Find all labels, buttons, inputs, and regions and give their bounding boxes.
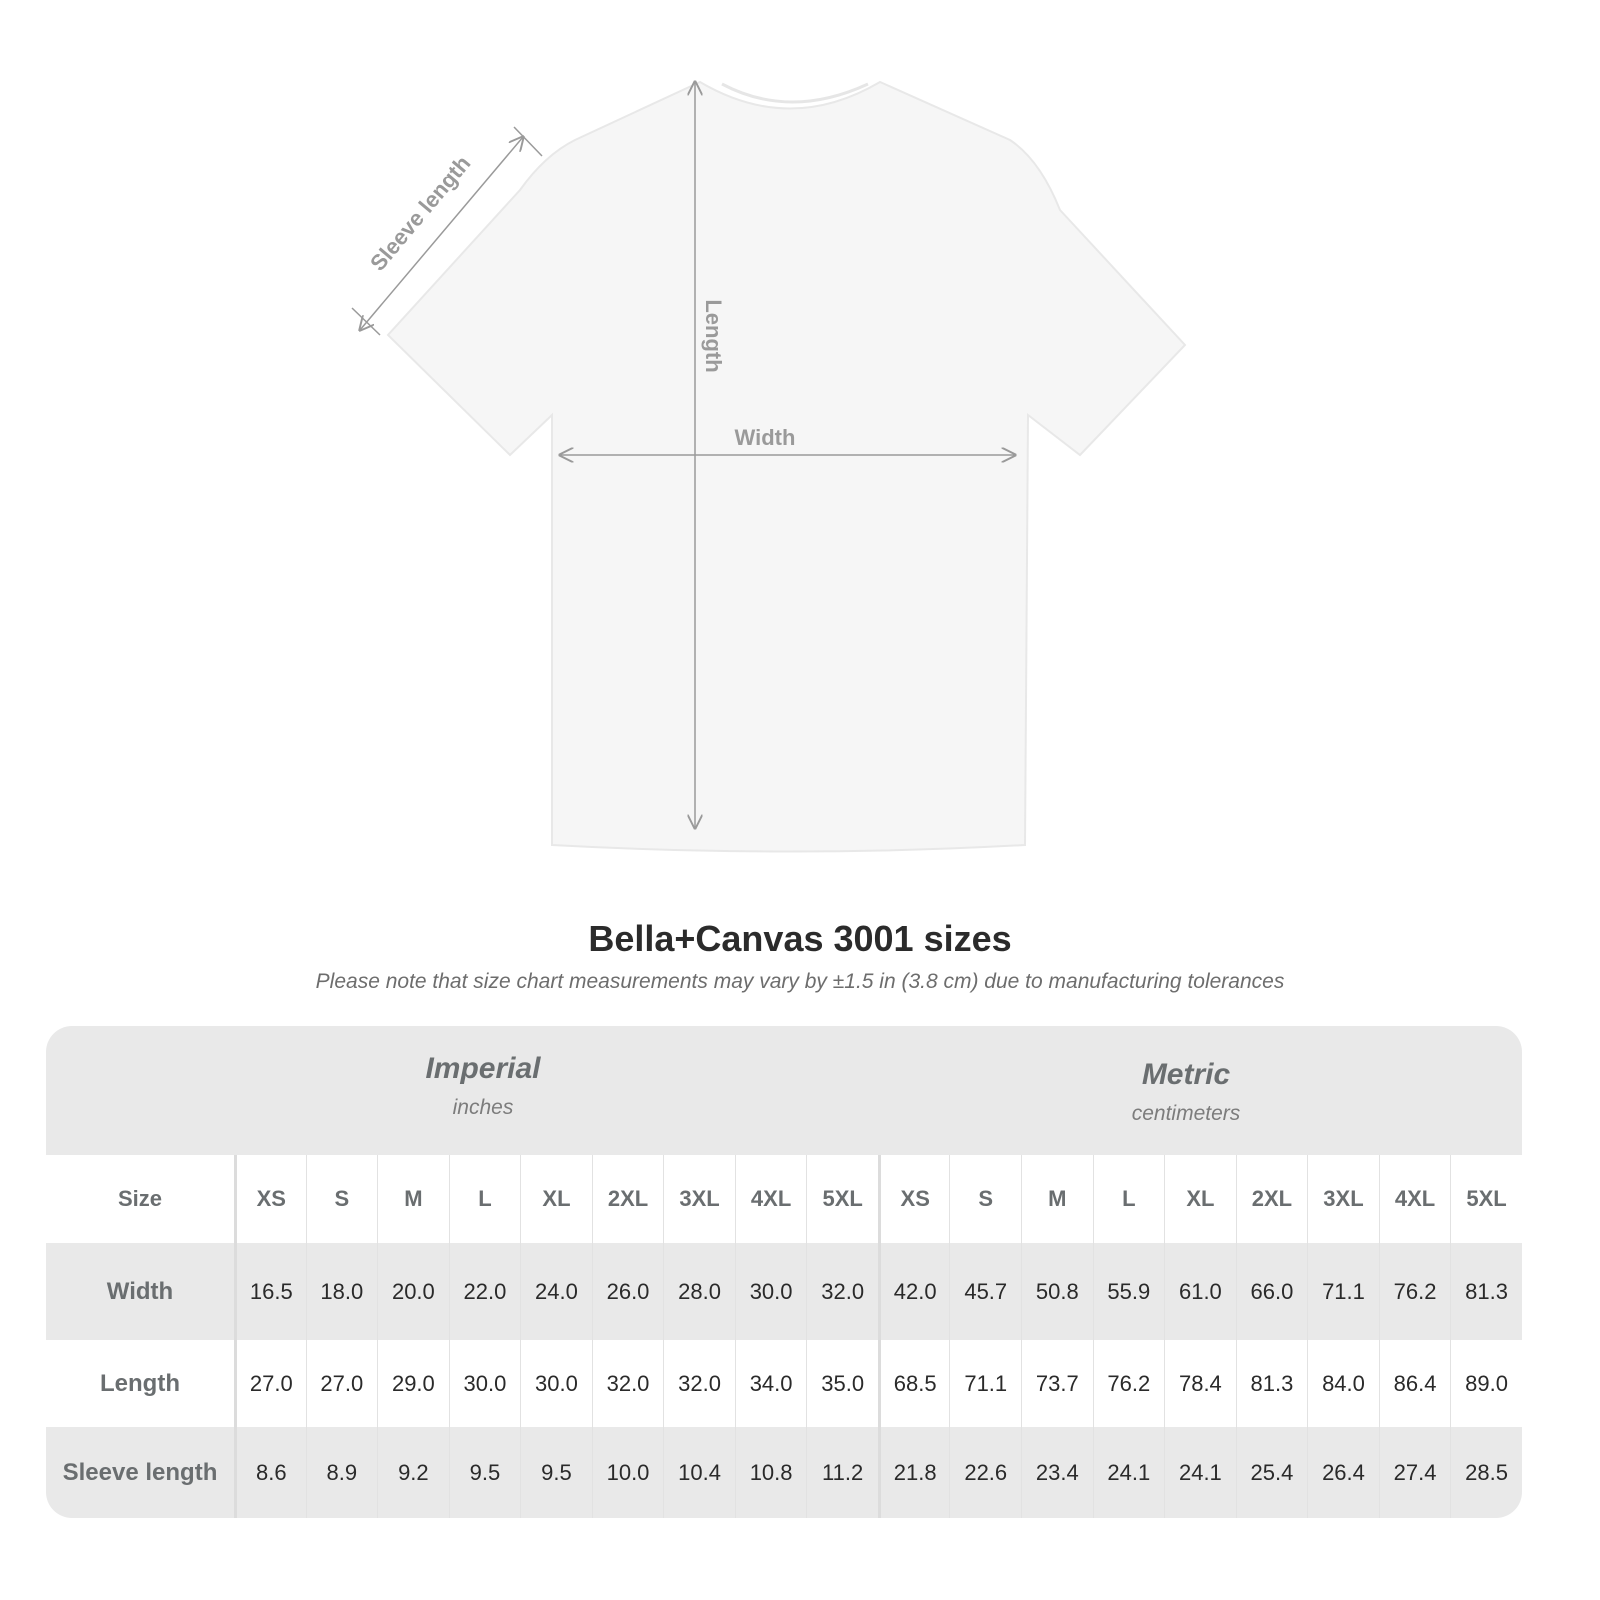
table-cell: 20.0 — [377, 1243, 449, 1340]
table-cell: 26.0 — [591, 1243, 664, 1340]
table-cell: 32.0 — [663, 1340, 735, 1427]
table-cell: 8.6 — [234, 1427, 306, 1518]
table-cell: 25.4 — [1235, 1427, 1308, 1518]
table-cell: 76.2 — [1378, 1243, 1451, 1340]
table-cell: 61.0 — [1164, 1243, 1236, 1340]
table-cell: 81.3 — [1235, 1340, 1308, 1427]
tshirt-shape — [386, 80, 1187, 853]
size-header-cell: XS — [877, 1155, 950, 1243]
table-cell: 45.7 — [949, 1243, 1021, 1340]
table-cell: 76.2 — [1092, 1340, 1165, 1427]
table-cell: 27.4 — [1378, 1427, 1451, 1518]
size-header-cell: 5XL — [1450, 1155, 1522, 1243]
table-cell: 10.8 — [734, 1427, 807, 1518]
size-header-cell: XL — [1164, 1155, 1236, 1243]
table-cell: 24.0 — [520, 1243, 592, 1340]
size-header-cell: 4XL — [734, 1155, 807, 1243]
unit-header: Imperial inches Metric centimeters — [46, 1026, 1522, 1155]
size-header-cell: L — [1092, 1155, 1165, 1243]
table-cell: 84.0 — [1307, 1340, 1379, 1427]
table-cell: 42.0 — [877, 1243, 950, 1340]
table-cell: 66.0 — [1235, 1243, 1308, 1340]
table-row: Width 16.5 18.0 20.0 22.0 24.0 26.0 28.0 30.0 32.… — [46, 1243, 1522, 1340]
table-cell: 16.5 — [234, 1243, 306, 1340]
size-header-cell: L — [448, 1155, 521, 1243]
table-cell: 30.0 — [734, 1243, 807, 1340]
size-header-cell: 5XL — [806, 1155, 878, 1243]
sleeve-arrow — [360, 137, 523, 330]
table-cell: 30.0 — [448, 1340, 521, 1427]
table-cell: 73.7 — [1021, 1340, 1093, 1427]
table-row: Sleeve length 8.6 8.9 9.2 9.5 9.5 10.0 10.4 10.8… — [46, 1427, 1522, 1518]
table-cell: 78.4 — [1164, 1340, 1236, 1427]
table-cell: 22.0 — [448, 1243, 521, 1340]
table-cell: 71.1 — [949, 1340, 1021, 1427]
metric-unit: centimeters — [1131, 1102, 1241, 1125]
size-header-cell: 4XL — [1378, 1155, 1451, 1243]
imperial-title: Imperial — [425, 1052, 541, 1085]
table-cell: 50.8 — [1021, 1243, 1093, 1340]
size-header-cell: 3XL — [1307, 1155, 1379, 1243]
width-label: Width — [735, 425, 796, 450]
table-cell: 8.9 — [305, 1427, 378, 1518]
table-cell: 9.5 — [448, 1427, 521, 1518]
table-cell: 30.0 — [520, 1340, 592, 1427]
table-cell: 28.0 — [663, 1243, 735, 1340]
table-row: Length 27.0 27.0 29.0 30.0 30.0 32.0 32.0 34.0 35… — [46, 1340, 1522, 1427]
table-cell: 27.0 — [234, 1340, 306, 1427]
table-cell: 34.0 — [734, 1340, 807, 1427]
size-header-cell: 2XL — [591, 1155, 664, 1243]
table-cell: 28.5 — [1450, 1427, 1522, 1518]
length-label: Length — [701, 299, 726, 372]
row-label: Size — [117, 1186, 163, 1211]
size-header-cell: XS — [234, 1155, 306, 1243]
chart-title: Bella+Canvas 3001 sizes — [588, 918, 1012, 959]
size-header-cell: XL — [520, 1155, 592, 1243]
table-cell: 9.2 — [377, 1427, 449, 1518]
table-cell: 10.0 — [591, 1427, 664, 1518]
metric-header: Metric centimeters — [886, 1058, 1486, 1126]
row-label: Width — [106, 1277, 174, 1305]
table-cell: 81.3 — [1450, 1243, 1522, 1340]
tolerance-note: Please note that size chart measurements… — [315, 970, 1285, 993]
size-header-cell: S — [949, 1155, 1021, 1243]
table-cell: 24.1 — [1092, 1427, 1165, 1518]
table-cell: 86.4 — [1378, 1340, 1451, 1427]
size-table: Imperial inches Metric centimeters Size X… — [46, 1026, 1522, 1518]
table-cell: 11.2 — [806, 1427, 878, 1518]
table-cell: 18.0 — [305, 1243, 378, 1340]
row-label: Sleeve length — [62, 1458, 218, 1486]
imperial-unit: inches — [452, 1096, 514, 1119]
imperial-header: Imperial inches — [183, 1052, 783, 1120]
table-cell: 10.4 — [663, 1427, 735, 1518]
table-cell: 23.4 — [1021, 1427, 1093, 1518]
size-header-row: Size XS S M L XL 2XL 3XL 4XL 5XL XS S M L XL 2XL 3XL 4XL 5… — [46, 1155, 1522, 1243]
table-cell: 32.0 — [591, 1340, 664, 1427]
table-cell: 29.0 — [377, 1340, 449, 1427]
size-header-cell: 2XL — [1235, 1155, 1308, 1243]
tshirt-diagram: Sleeve length Length Width — [351, 0, 1187, 853]
table-cell: 24.1 — [1164, 1427, 1236, 1518]
table-cell: 27.0 — [305, 1340, 378, 1427]
table-cell: 26.4 — [1307, 1427, 1379, 1518]
table-cell: 32.0 — [806, 1243, 878, 1340]
row-label: Length — [100, 1369, 180, 1397]
size-header-cell: S — [305, 1155, 378, 1243]
size-header-cell: M — [1021, 1155, 1093, 1243]
metric-title: Metric — [1141, 1058, 1231, 1091]
table-cell: 68.5 — [877, 1340, 950, 1427]
table-cell: 55.9 — [1092, 1243, 1165, 1340]
table-cell: 22.6 — [949, 1427, 1021, 1518]
size-header-cell: 3XL — [663, 1155, 735, 1243]
table-cell: 71.1 — [1307, 1243, 1379, 1340]
table-cell: 21.8 — [877, 1427, 950, 1518]
table-cell: 9.5 — [520, 1427, 592, 1518]
table-cell: 89.0 — [1450, 1340, 1522, 1427]
table-cell: 35.0 — [806, 1340, 878, 1427]
size-header-cell: M — [377, 1155, 449, 1243]
